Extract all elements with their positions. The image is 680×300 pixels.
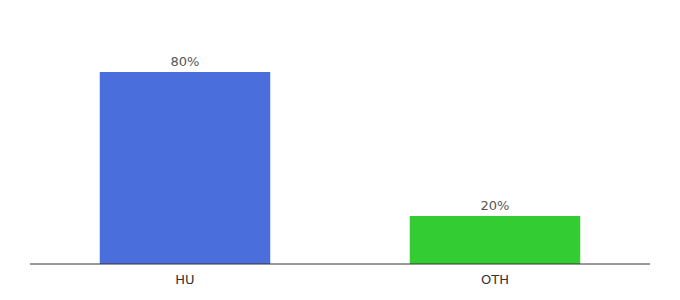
x-tick-label: HU — [175, 272, 194, 287]
chart: 80% 20% HU OTH — [0, 0, 680, 300]
x-axis: HU OTH — [30, 264, 650, 287]
bar — [410, 216, 581, 264]
data-labels: 80% 20% — [171, 54, 510, 213]
data-label: 20% — [481, 198, 510, 213]
x-axis-line — [30, 264, 650, 265]
x-tick-label: OTH — [481, 272, 509, 287]
chart-container: 80% 20% HU OTH — [0, 0, 680, 300]
bars — [100, 72, 581, 264]
data-label: 80% — [171, 54, 200, 69]
bar — [100, 72, 271, 264]
